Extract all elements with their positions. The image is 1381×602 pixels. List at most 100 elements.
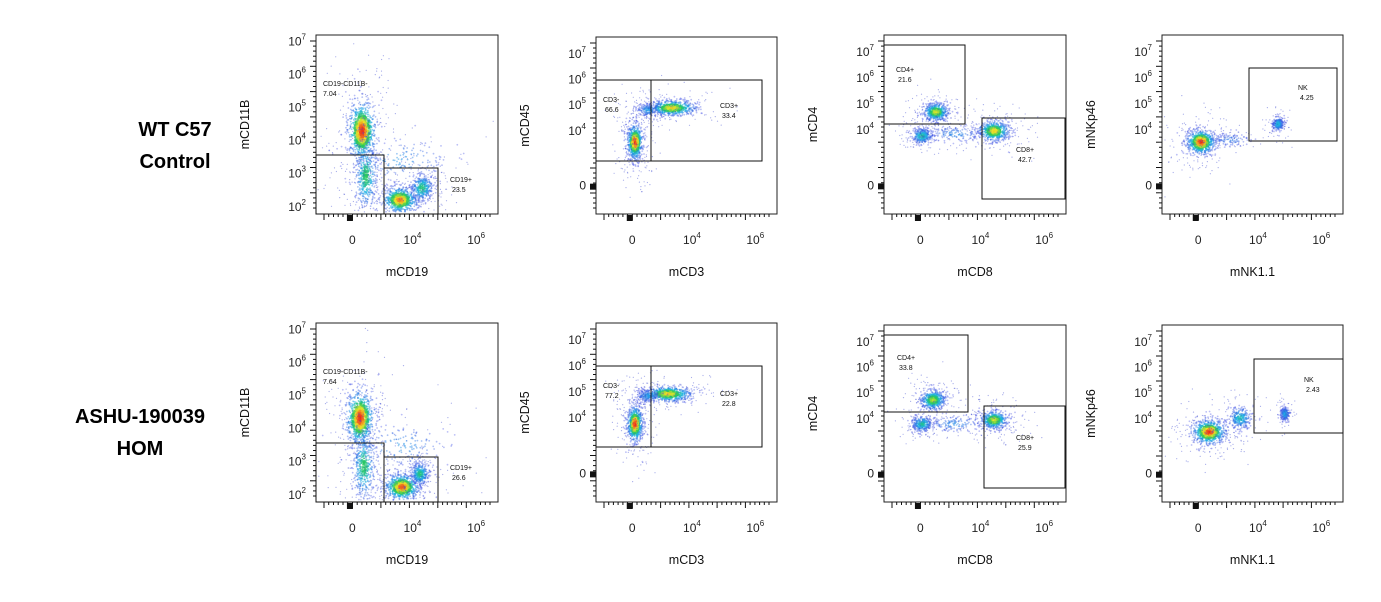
event-point <box>378 169 380 172</box>
event-point <box>635 108 637 111</box>
event-point <box>405 204 408 207</box>
event-point <box>349 152 352 155</box>
event-point <box>675 120 678 123</box>
event-point <box>632 108 635 110</box>
event-point <box>383 142 386 145</box>
event-point <box>622 130 624 132</box>
event-point <box>403 156 405 159</box>
event-point <box>417 194 420 197</box>
event-point <box>364 174 368 177</box>
event-point <box>352 200 354 203</box>
event-point <box>646 136 648 138</box>
event-point <box>387 158 389 160</box>
event-point <box>428 182 431 184</box>
event-point <box>345 133 348 135</box>
event-point <box>640 154 642 156</box>
event-point <box>458 157 461 159</box>
event-point <box>375 182 377 184</box>
event-point <box>405 201 409 205</box>
event-point <box>401 189 403 191</box>
event-point <box>347 148 349 150</box>
event-point <box>374 190 377 193</box>
event-point <box>386 192 389 194</box>
event-point <box>421 150 424 153</box>
event-point <box>367 113 370 116</box>
event-point <box>674 108 677 110</box>
event-point <box>379 121 381 124</box>
event-point <box>368 123 370 126</box>
event-point <box>349 118 352 120</box>
event-point <box>349 183 352 186</box>
row-label-wt-control: WT C57 Control <box>110 114 240 178</box>
event-point <box>371 184 374 187</box>
event-point <box>666 104 668 106</box>
event-point <box>627 144 629 146</box>
y-axis-label: mCD11B <box>238 100 252 150</box>
event-point <box>636 113 638 116</box>
event-point <box>428 190 430 192</box>
event-point <box>398 198 401 200</box>
event-point <box>446 181 448 183</box>
event-point <box>359 112 362 114</box>
event-point <box>632 163 634 166</box>
event-point <box>626 166 628 168</box>
event-point <box>342 105 344 107</box>
event-point <box>455 167 457 169</box>
event-point <box>683 100 686 103</box>
event-point <box>377 124 379 126</box>
event-point <box>358 187 361 190</box>
event-point <box>354 171 356 173</box>
event-point <box>644 117 646 119</box>
event-point <box>399 138 402 141</box>
event-point <box>619 116 621 118</box>
event-point <box>423 179 425 182</box>
event-point <box>667 83 669 85</box>
event-point <box>359 207 361 210</box>
event-point <box>456 143 459 146</box>
event-point <box>351 181 353 183</box>
event-point <box>357 171 359 174</box>
event-point <box>363 206 365 208</box>
event-point <box>357 144 359 146</box>
event-point <box>380 163 382 165</box>
event-point <box>420 172 422 175</box>
event-point <box>375 157 377 160</box>
event-point <box>365 171 367 173</box>
event-point <box>671 104 674 107</box>
event-point <box>714 116 716 118</box>
event-point <box>354 209 356 211</box>
event-point <box>381 183 383 186</box>
event-point <box>414 124 417 127</box>
event-point <box>330 65 332 67</box>
event-point <box>392 128 395 130</box>
event-point <box>348 149 351 152</box>
event-point <box>635 152 638 155</box>
event-point <box>360 163 363 166</box>
event-point <box>413 201 415 204</box>
event-point <box>433 209 435 211</box>
event-point <box>415 195 417 198</box>
event-point <box>384 125 386 128</box>
event-point <box>374 161 377 164</box>
event-point <box>381 168 384 170</box>
event-point <box>637 127 640 129</box>
event-point <box>379 117 382 119</box>
event-point <box>407 187 409 189</box>
event-point <box>648 170 650 172</box>
event-point <box>417 168 419 170</box>
event-point <box>402 148 405 150</box>
event-point <box>371 133 373 135</box>
event-point <box>361 178 364 181</box>
event-point <box>654 106 656 108</box>
event-point <box>417 164 419 166</box>
gate-name: CD19+ <box>450 177 472 184</box>
event-point <box>367 146 369 149</box>
event-point <box>440 196 442 198</box>
event-point <box>416 184 419 186</box>
event-point <box>636 157 639 160</box>
event-point <box>371 167 374 170</box>
event-point <box>367 149 370 152</box>
event-point <box>339 165 342 168</box>
event-point <box>358 161 360 163</box>
event-point <box>669 109 673 112</box>
